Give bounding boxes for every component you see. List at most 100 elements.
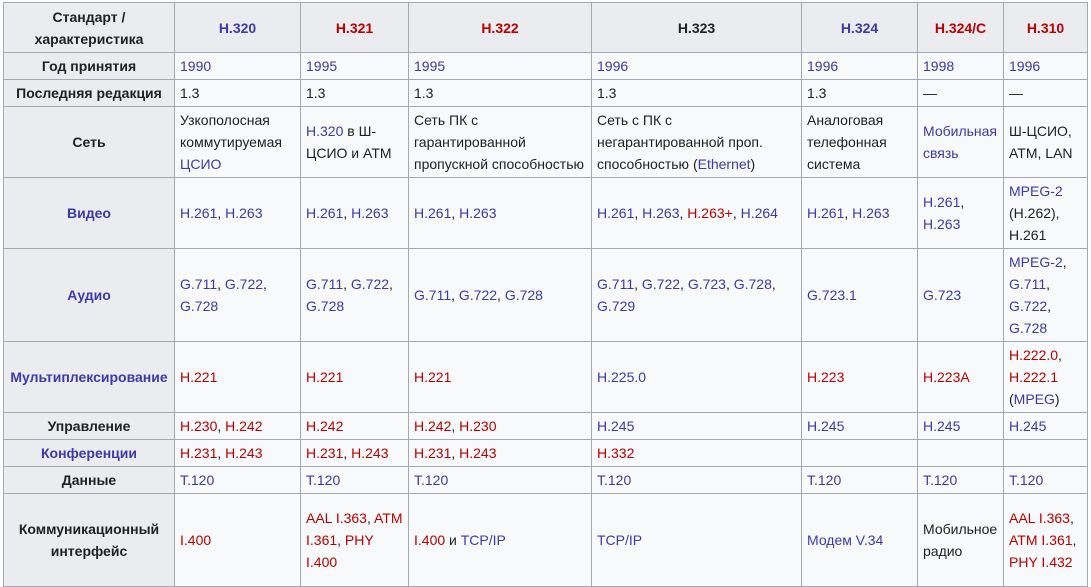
cell-link[interactable]: H.263 [351,205,389,221]
cell-link[interactable]: H.261 [306,205,344,221]
cell-link[interactable]: AAL I.363 [306,510,367,526]
cell-link[interactable]: H.245 [1009,418,1047,434]
cell-link[interactable]: MPEG [1013,391,1055,407]
cell-link[interactable]: ЦСИО [180,156,222,172]
cell-link[interactable]: 1990 [180,58,212,74]
cell-link[interactable]: G.728 [733,276,772,292]
cell-link[interactable]: T.120 [414,472,449,488]
cell-link[interactable]: H.264 [740,205,778,221]
cell-link[interactable]: H.230 [459,418,497,434]
cell-link[interactable]: H.221 [180,369,218,385]
standard-label[interactable]: H.324 [840,19,879,36]
cell-link[interactable]: H.243 [459,445,497,461]
cell-link[interactable]: H.263 [923,216,961,232]
standard-header[interactable]: H.320 [174,2,301,53]
cell-link[interactable]: Модем [807,532,852,548]
standard-label[interactable]: H.324/C [934,19,987,36]
cell-link[interactable]: H.261 [807,205,845,221]
cell-link[interactable]: T.120 [180,472,215,488]
cell-link[interactable]: H.242 [306,418,344,434]
cell-link[interactable]: H.223 [807,369,845,385]
standard-header[interactable]: H.324 [801,2,918,53]
cell-link[interactable]: H.320 [306,123,344,139]
cell-link[interactable]: G.711 [306,276,344,292]
cell-link[interactable]: 1996 [1009,58,1041,74]
cell-link[interactable]: H.242 [414,418,452,434]
standard-label[interactable]: H.320 [218,19,257,36]
standard-header[interactable]: H.324/C [917,2,1004,53]
standard-label[interactable]: H.321 [335,19,374,36]
standard-header[interactable]: H.321 [300,2,409,53]
cell-link[interactable]: 1996 [807,58,839,74]
row-header-mux[interactable]: Мультиплексирование [3,341,175,413]
cell-link[interactable]: G.711 [414,287,452,303]
cell-link[interactable]: G.711 [180,276,218,292]
cell-link[interactable]: H.263 [225,205,263,221]
cell-link[interactable]: H.263 [642,205,680,221]
row-header-label[interactable]: Мультиплексирование [10,369,168,385]
standard-label[interactable]: H.322 [481,19,519,36]
cell-link[interactable]: G.723 [923,287,962,303]
cell-link[interactable]: G.722 [458,287,498,303]
cell-link[interactable]: H.263+ [687,205,733,221]
cell-link[interactable]: H.231 [306,445,344,461]
cell-link[interactable]: H.221 [414,369,452,385]
cell-link[interactable]: H.230 [180,418,218,434]
cell-link[interactable]: H.222.1 [1009,369,1059,385]
cell-link[interactable]: H.243 [225,445,263,461]
cell-link[interactable]: H.222.0 [1009,347,1059,363]
cell-link[interactable]: H.223A [923,369,970,385]
cell-link[interactable]: G.723 [687,276,726,292]
cell-link[interactable]: G.728 [306,298,345,314]
cell-link[interactable]: PHY I.432 [1009,554,1073,570]
row-header-video[interactable]: Видео [3,177,175,249]
cell-link[interactable]: I.400 [180,532,212,548]
cell-link[interactable]: T.120 [807,472,842,488]
cell-link[interactable]: H.231 [414,445,452,461]
cell-link[interactable]: H.261 [414,205,452,221]
standard-label[interactable]: H.310 [1026,19,1065,36]
cell-link[interactable]: T.120 [923,472,958,488]
cell-link[interactable]: G.711 [597,276,635,292]
cell-link[interactable]: V.34 [855,532,884,548]
standard-header[interactable]: H.322 [408,2,592,53]
cell-link[interactable]: MPEG-2 [1009,183,1063,199]
cell-link[interactable]: PHY I.400 [306,532,374,570]
cell-link[interactable]: I.400 [414,532,446,548]
cell-link[interactable]: H.243 [351,445,389,461]
cell-link[interactable]: H.263 [852,205,890,221]
cell-link[interactable]: H.332 [597,445,635,461]
cell-link[interactable]: T.120 [597,472,632,488]
cell-link[interactable]: T.120 [306,472,341,488]
cell-link[interactable]: G.723.1 [807,287,857,303]
cell-link[interactable]: 1996 [597,58,629,74]
row-header-audio[interactable]: Аудио [3,248,175,342]
row-header-label[interactable]: Аудио [67,287,111,303]
cell-link[interactable]: 1995 [414,58,446,74]
row-header-label[interactable]: Конференции [40,445,138,461]
row-header-conf[interactable]: Конференции [3,439,175,467]
row-header-label[interactable]: Видео [67,205,111,221]
cell-link[interactable]: G.711 [1009,276,1047,292]
cell-link[interactable]: G.722 [350,276,390,292]
cell-link[interactable]: H.231 [180,445,218,461]
cell-link[interactable]: H.261 [180,205,218,221]
cell-link[interactable]: 1998 [923,58,955,74]
cell-link[interactable]: H.261 [923,194,961,210]
cell-link[interactable]: H.245 [923,418,961,434]
cell-link[interactable]: TCP/IP [460,532,506,548]
cell-link[interactable]: ATM I.361 [1009,532,1073,548]
cell-link[interactable]: H.242 [225,418,263,434]
cell-link[interactable]: H.263 [459,205,497,221]
cell-link[interactable]: G.722 [641,276,681,292]
cell-link[interactable]: G.729 [597,298,636,314]
cell-link[interactable]: Мобильная связь [923,123,998,161]
cell-link[interactable]: MPEG-2 [1009,254,1063,270]
cell-link[interactable]: H.225.0 [597,369,647,385]
cell-link[interactable]: 1995 [306,58,338,74]
cell-link[interactable]: H.221 [306,369,344,385]
cell-link[interactable]: G.722 [1009,298,1048,314]
cell-link[interactable]: H.261 [597,205,635,221]
cell-link[interactable]: AAL I.363 [1009,510,1070,526]
cell-link[interactable]: G.728 [504,287,543,303]
